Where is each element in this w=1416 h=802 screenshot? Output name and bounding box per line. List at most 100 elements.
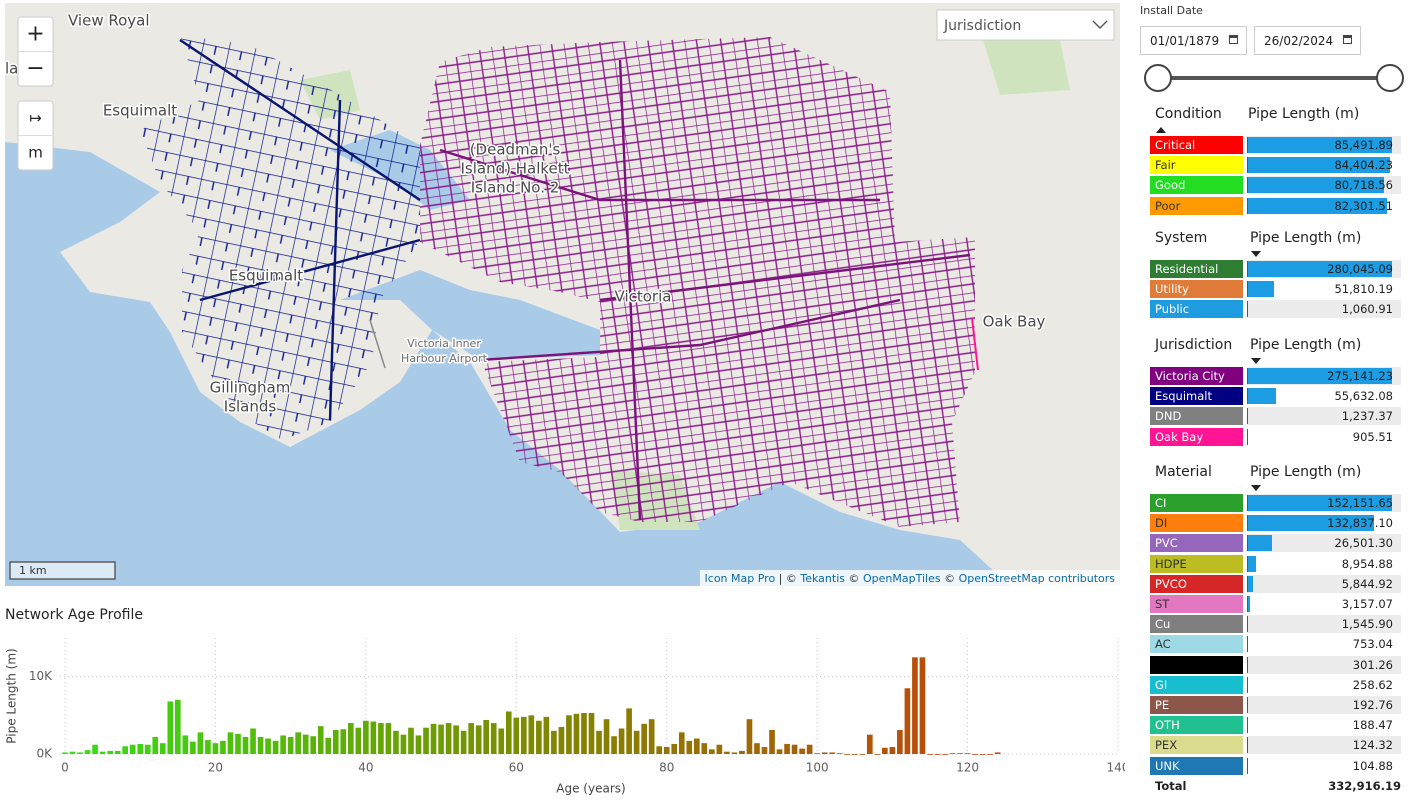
bar	[979, 754, 986, 755]
category-cell[interactable]: Fair	[1150, 156, 1243, 175]
map-button-label[interactable]: +	[26, 22, 44, 47]
category-name[interactable]: Utility	[1155, 282, 1189, 297]
bar	[242, 736, 249, 754]
table-header[interactable]: Pipe Length (m)	[1248, 106, 1360, 122]
bar	[814, 753, 820, 755]
map-button-label[interactable]: −	[26, 56, 44, 81]
main-road	[179, 39, 421, 421]
map[interactable]	[5, 3, 1120, 586]
category-cell[interactable]: PE	[1150, 696, 1243, 714]
date-text[interactable]: 01/01/1879	[1150, 34, 1220, 48]
table-header[interactable]: System	[1155, 230, 1208, 246]
chart-title: Network Age Profile	[5, 607, 143, 623]
category-cell[interactable]: Esquimalt	[1150, 387, 1243, 406]
category-cell[interactable]: OTH	[1150, 716, 1243, 735]
date-input[interactable]: 01/01/1879	[1140, 26, 1247, 55]
category-cell[interactable]: CI	[1150, 494, 1243, 512]
value-label: 55,632.08	[1334, 389, 1393, 404]
category-cell[interactable]: DND	[1150, 407, 1243, 426]
category-cell[interactable]: PEX	[1150, 736, 1243, 755]
category-cell[interactable]: Oak Bay	[1150, 427, 1243, 446]
bar	[588, 713, 595, 754]
bar	[769, 730, 775, 754]
category-cell[interactable]: Public	[1150, 300, 1243, 319]
bar	[483, 719, 490, 754]
bar	[731, 752, 738, 754]
dropdown-label[interactable]: Jurisdiction	[943, 18, 1021, 34]
value-cell: 1,060.91	[1247, 300, 1401, 319]
category-name[interactable]: DND	[1155, 409, 1182, 424]
age-chart: Network Age Profile Pipe Length (m) Age (y…	[5, 607, 1126, 796]
category-cell[interactable]: HDPE	[1150, 554, 1243, 573]
bar	[536, 720, 542, 754]
value-cell: 8,954.88	[1247, 554, 1401, 573]
category-name[interactable]: Cu	[1155, 617, 1171, 632]
slider-handle[interactable]	[1144, 64, 1172, 92]
category-cell[interactable]: PVCO	[1150, 574, 1243, 593]
category-name[interactable]: OTH	[1155, 718, 1180, 733]
value-cell: 51,810.19	[1247, 280, 1401, 299]
category-name[interactable]: Public	[1155, 302, 1190, 317]
category-name[interactable]: Oak Bay	[1155, 429, 1204, 444]
category-name[interactable]: PEX	[1155, 738, 1178, 753]
attribution-link[interactable]: Tekantis	[799, 572, 845, 585]
table-header[interactable]: Condition	[1155, 106, 1222, 122]
bar	[573, 713, 580, 754]
category-cell[interactable]: Cu	[1150, 615, 1243, 634]
date-text[interactable]: 26/02/2024	[1264, 34, 1334, 48]
table-header[interactable]: Pipe Length (m)	[1250, 464, 1362, 480]
bar	[295, 732, 301, 754]
category-name[interactable]: Good	[1155, 178, 1186, 193]
category-cell[interactable]: ST	[1150, 595, 1243, 613]
category-name[interactable]: PVC	[1155, 536, 1178, 551]
bar	[332, 730, 339, 754]
attribution-link[interactable]: Icon Map Pro	[705, 572, 776, 585]
bar	[325, 737, 332, 754]
map-button-label[interactable]: m	[28, 144, 43, 162]
category-cell[interactable]: PVC	[1150, 534, 1243, 553]
category-name[interactable]: PVCO	[1155, 576, 1187, 591]
water-inlet	[340, 270, 600, 360]
category-cell[interactable]: GI	[1150, 675, 1243, 694]
date-input[interactable]: 26/02/2024	[1254, 26, 1361, 55]
category-name[interactable]: AC	[1155, 637, 1171, 652]
table-header[interactable]: Material	[1155, 464, 1212, 480]
map-button-label[interactable]: ↦	[29, 109, 42, 127]
bar	[310, 736, 317, 754]
place-label: Esquimalt	[229, 267, 303, 285]
attribution-link[interactable]: OpenStreetMap contributors	[959, 572, 1116, 585]
category-name[interactable]: Residential	[1155, 262, 1219, 276]
category-cell[interactable]: AC	[1150, 635, 1243, 654]
category-cell[interactable]	[1150, 655, 1243, 674]
category-name[interactable]: DI	[1155, 516, 1168, 531]
table-header[interactable]: Jurisdiction	[1155, 337, 1233, 353]
category-cell[interactable]: Good	[1150, 176, 1243, 195]
category-name[interactable]: Victoria City	[1155, 369, 1225, 383]
category-name[interactable]: Critical	[1155, 138, 1196, 152]
table-header[interactable]: Pipe Length (m)	[1250, 230, 1362, 246]
attribution-text: ©	[845, 572, 863, 585]
category-name[interactable]: CI	[1155, 496, 1167, 510]
category-name[interactable]: ST	[1155, 597, 1170, 611]
category-name[interactable]: Poor	[1155, 198, 1181, 213]
attribution-link[interactable]: OpenMapTiles	[863, 572, 941, 585]
category-name[interactable]: UNK	[1155, 758, 1180, 773]
slider-handle[interactable]	[1376, 64, 1404, 92]
category-name[interactable]: PE	[1155, 698, 1170, 712]
value-cell: 85,491.89	[1247, 136, 1401, 154]
category-cell[interactable]: Poor	[1150, 196, 1243, 215]
category-name[interactable]: Fair	[1155, 158, 1176, 173]
table-header[interactable]: Pipe Length (m)	[1250, 337, 1362, 353]
category-cell[interactable]: Utility	[1150, 280, 1243, 299]
category-cell[interactable]: UNK	[1150, 756, 1243, 775]
category-cell[interactable]: Residential	[1150, 260, 1243, 278]
category-name[interactable]: HDPE	[1155, 556, 1187, 571]
bar	[678, 732, 685, 754]
jurisdiction-dropdown[interactable]	[936, 9, 1115, 41]
category-name[interactable]: GI	[1155, 677, 1168, 692]
category-cell[interactable]: Critical	[1150, 136, 1243, 154]
category-name[interactable]: Esquimalt	[1155, 389, 1212, 404]
bar	[551, 730, 557, 754]
category-cell[interactable]: Victoria City	[1150, 367, 1243, 385]
category-cell[interactable]: DI	[1150, 514, 1243, 533]
